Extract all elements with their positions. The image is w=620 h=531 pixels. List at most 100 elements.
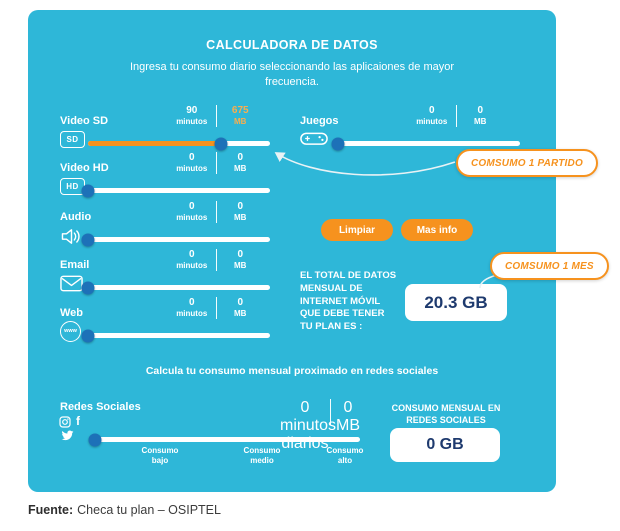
web-mb-unit: MB bbox=[234, 309, 247, 318]
video-sd-minutes-unit: minutos bbox=[176, 117, 208, 126]
audio-values: 0 minutos 0 MB bbox=[168, 201, 264, 223]
video-sd-mb-value: 675 bbox=[231, 105, 249, 116]
web-minutes-value: 0 bbox=[188, 297, 195, 308]
redes-mb-unit: MB bbox=[336, 417, 360, 434]
total-data-label: EL TOTAL DE DATOS MENSUAL DE INTERNET MÓ… bbox=[300, 270, 397, 333]
audio-slider[interactable] bbox=[81, 233, 270, 246]
email-slider-thumb[interactable] bbox=[81, 281, 95, 294]
value-divider bbox=[215, 249, 217, 271]
video-hd-slider-thumb[interactable] bbox=[81, 184, 95, 197]
video-sd-icon: SD bbox=[60, 131, 85, 148]
juegos-section: Juegos 0 minutos 0 MB bbox=[300, 105, 525, 153]
email-slider[interactable] bbox=[81, 281, 270, 294]
callout-consumo-partido: COMSUMO 1 PARTIDO bbox=[456, 149, 598, 177]
social-section-heading: Calcula tu consumo mensual proximado en … bbox=[145, 365, 439, 377]
email-section: Email 0 minutos 0 MB bbox=[60, 249, 285, 297]
audio-mb-value: 0 bbox=[237, 201, 244, 212]
email-mb-value: 0 bbox=[237, 249, 244, 260]
juegos-minutes-value: 0 bbox=[428, 105, 435, 116]
video-hd-label: Video HD bbox=[60, 162, 109, 174]
video-hd-mb-unit: MB bbox=[234, 164, 247, 173]
video-sd-mb-unit: MB bbox=[234, 117, 247, 126]
instagram-icon bbox=[59, 416, 71, 428]
web-section: Web www 0 minutos 0 MB bbox=[60, 297, 285, 345]
source-caption: Fuente: Checa tu plan – OSIPTEL bbox=[28, 503, 221, 517]
juegos-mb-value: 0 bbox=[477, 105, 484, 116]
value-divider bbox=[215, 105, 217, 127]
email-minutes-value: 0 bbox=[188, 249, 195, 260]
video-sd-slider[interactable] bbox=[88, 137, 270, 150]
redes-values: 0 minutos diarios 0 MB bbox=[280, 399, 365, 453]
video-hd-section: Video HD HD 0 minutos 0 MB bbox=[60, 152, 285, 200]
audio-label: Audio bbox=[60, 211, 92, 223]
page-subtitle: Ingresa tu consumo diario seleccionando … bbox=[129, 61, 455, 89]
redes-minutes-value: 0 bbox=[300, 399, 310, 416]
web-minutes-unit: minutos bbox=[176, 309, 208, 318]
video-sd-slider-thumb[interactable] bbox=[214, 137, 228, 150]
gamepad-icon bbox=[300, 131, 328, 146]
video-hd-minutes-value: 0 bbox=[188, 152, 195, 163]
scale-consumo-bajo: Consumo bajo bbox=[141, 446, 179, 465]
juegos-values: 0 minutos 0 MB bbox=[408, 105, 504, 127]
juegos-label: Juegos bbox=[300, 115, 339, 127]
email-mb-unit: MB bbox=[234, 261, 247, 270]
limpiar-button[interactable]: Limpiar bbox=[321, 219, 393, 241]
envelope-icon bbox=[60, 275, 83, 292]
audio-mb-unit: MB bbox=[234, 213, 247, 222]
source-text: Checa tu plan – OSIPTEL bbox=[77, 503, 221, 517]
juegos-minutes-unit: minutos bbox=[416, 117, 448, 126]
social-result-label: CONSUMO MENSUAL EN REDES SOCIALES bbox=[391, 403, 501, 425]
audio-minutes-unit: minutos bbox=[176, 213, 208, 222]
value-divider bbox=[215, 201, 217, 223]
twitter-icon bbox=[61, 430, 74, 441]
video-hd-slider[interactable] bbox=[81, 184, 270, 197]
audio-minutes-value: 0 bbox=[188, 201, 195, 212]
calculator-panel: CALCULADORA DE DATOS Ingresa tu consumo … bbox=[28, 10, 556, 492]
value-divider bbox=[455, 105, 457, 127]
redes-sociales-slider[interactable] bbox=[88, 433, 360, 446]
web-label: Web bbox=[60, 307, 84, 319]
redes-mb-value: 0 bbox=[343, 399, 353, 416]
value-divider bbox=[215, 297, 217, 319]
video-sd-label: Video SD bbox=[60, 115, 109, 127]
email-label: Email bbox=[60, 259, 90, 271]
total-data-box: 20.3 GB bbox=[405, 284, 507, 321]
value-divider bbox=[330, 399, 331, 425]
scale-consumo-medio: Consumo medio bbox=[243, 446, 281, 465]
web-slider[interactable] bbox=[81, 329, 270, 342]
video-hd-values: 0 minutos 0 MB bbox=[168, 152, 264, 174]
redes-minutes-unit: minutos diarios bbox=[280, 417, 337, 452]
redes-sociales-label: Redes Sociales bbox=[60, 401, 141, 413]
email-values: 0 minutos 0 MB bbox=[168, 249, 264, 271]
value-divider bbox=[215, 152, 217, 174]
callout-consumo-mes: COMSUMO 1 MES bbox=[490, 252, 609, 280]
video-sd-slider-fill bbox=[88, 141, 221, 146]
juegos-slider-thumb[interactable] bbox=[331, 137, 345, 150]
web-values: 0 minutos 0 MB bbox=[168, 297, 264, 319]
scale-consumo-alto: Consumo alto bbox=[326, 446, 364, 465]
social-result-box: 0 GB bbox=[390, 428, 500, 462]
juegos-mb-unit: MB bbox=[474, 117, 487, 126]
web-mb-value: 0 bbox=[237, 297, 244, 308]
juegos-slider[interactable] bbox=[331, 137, 520, 150]
source-label: Fuente: bbox=[28, 503, 74, 517]
audio-section: Audio 0 minutos 0 MB bbox=[60, 201, 285, 249]
video-sd-minutes-value: 90 bbox=[186, 105, 198, 116]
social-result-value: 0 GB bbox=[426, 436, 464, 453]
speaker-icon bbox=[60, 227, 83, 246]
globe-www-icon: www bbox=[60, 321, 81, 342]
web-slider-thumb[interactable] bbox=[81, 329, 95, 342]
facebook-icon: f bbox=[76, 414, 80, 428]
video-hd-mb-value: 0 bbox=[237, 152, 244, 163]
video-sd-values: 90 minutos 675 MB bbox=[168, 105, 264, 127]
mas-info-button[interactable]: Mas info bbox=[401, 219, 473, 241]
redes-slider-thumb[interactable] bbox=[88, 433, 102, 446]
video-sd-section: Video SD SD 90 minutos 675 MB bbox=[60, 105, 285, 153]
social-icons: f bbox=[59, 414, 93, 448]
audio-slider-thumb[interactable] bbox=[81, 233, 95, 246]
total-data-value: 20.3 GB bbox=[424, 292, 488, 312]
video-hd-minutes-unit: minutos bbox=[176, 164, 208, 173]
page-title: CALCULADORA DE DATOS bbox=[206, 38, 378, 52]
email-minutes-unit: minutos bbox=[176, 261, 208, 270]
